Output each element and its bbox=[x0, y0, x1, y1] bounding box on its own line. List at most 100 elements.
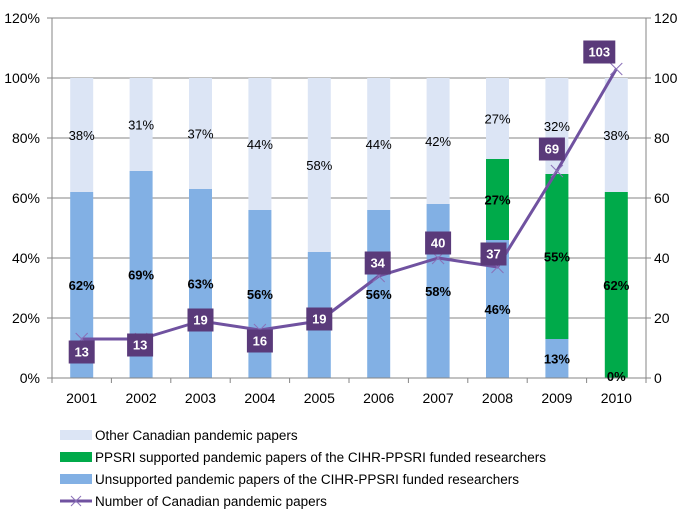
legend-item-ppsri-supported: PPSRI supported pandemic papers of the C… bbox=[60, 446, 546, 468]
bar-segment-label: 62% bbox=[603, 278, 629, 293]
y-tick-label: 100% bbox=[4, 70, 40, 86]
x-tick-label: 2003 bbox=[185, 390, 216, 406]
legend: Other Canadian pandemic papers PPSRI sup… bbox=[60, 424, 546, 512]
bar-segment bbox=[307, 78, 331, 252]
y2-tick-label: 120 bbox=[654, 10, 678, 26]
bar-segment-label: 37% bbox=[187, 127, 213, 142]
legend-swatch-unsupported bbox=[60, 474, 92, 484]
bar-segment-label: 69% bbox=[128, 268, 154, 283]
line-label-box bbox=[127, 333, 154, 357]
bar-segment-label: 62% bbox=[69, 278, 95, 293]
bar-segment bbox=[70, 192, 94, 378]
y2-tick-label: 40 bbox=[654, 250, 670, 266]
x-tick-label: 2007 bbox=[423, 390, 454, 406]
line-path bbox=[81, 68, 618, 341]
bar-segment bbox=[545, 339, 569, 378]
line-label: 40 bbox=[431, 236, 445, 251]
bar-segment bbox=[189, 78, 212, 189]
legend-swatch-other bbox=[60, 430, 92, 440]
bar-segment bbox=[486, 159, 509, 240]
legend-item-number-papers: Number of Canadian pandemic papers bbox=[60, 490, 546, 512]
line-label: 69 bbox=[545, 142, 559, 157]
bar-segment-label: 38% bbox=[603, 128, 629, 143]
line-series bbox=[75, 62, 623, 346]
legend-swatch-line-x-marker-icon bbox=[60, 495, 92, 507]
x-tick-label: 2010 bbox=[601, 390, 632, 406]
bar-segment-label: 42% bbox=[425, 134, 451, 149]
bar-segment bbox=[426, 78, 450, 204]
line-label: 37 bbox=[486, 247, 500, 262]
line-label-box bbox=[583, 40, 616, 64]
bar-segment-label: 56% bbox=[366, 287, 392, 302]
bar-segment bbox=[604, 78, 628, 192]
marker-stroke bbox=[609, 62, 623, 76]
line-label-box bbox=[187, 308, 214, 332]
x-tick-label: 2006 bbox=[363, 390, 394, 406]
legend-label: Other Canadian pandemic papers bbox=[95, 427, 298, 443]
bar-segment bbox=[486, 78, 509, 159]
line-label-box bbox=[364, 251, 391, 275]
y2-tick-label: 100 bbox=[654, 70, 678, 86]
bar-segment bbox=[604, 192, 628, 378]
x-tick-label: 2001 bbox=[66, 390, 97, 406]
x-tick-label: 2002 bbox=[126, 390, 157, 406]
line-label-box bbox=[538, 137, 565, 161]
bar-segment bbox=[367, 78, 391, 210]
y2-tick-label: 60 bbox=[654, 190, 670, 206]
line-marker-x bbox=[609, 62, 623, 76]
bar-segment-label: 58% bbox=[425, 284, 451, 299]
bar-segment bbox=[129, 171, 153, 378]
y2-tick-label: 80 bbox=[654, 130, 670, 146]
line-label: 13 bbox=[133, 338, 147, 353]
y-tick-label: 80% bbox=[12, 130, 40, 146]
legend-label: Unsupported pandemic papers of the CIHR-… bbox=[95, 471, 519, 487]
bar-segment-label: 46% bbox=[484, 302, 510, 317]
bar-segment bbox=[545, 174, 569, 339]
chart: 0% 20% 40% 60% 80% 100% 120% 0 20 40 60 80 100 120 200… bbox=[4, 10, 677, 406]
bar-segment bbox=[70, 78, 94, 192]
axes: 0% 20% 40% 60% 80% 100% 120% 0 20 40 60 80 100 120 200… bbox=[4, 10, 677, 406]
line-label: 19 bbox=[193, 313, 207, 328]
legend-label: Number of Canadian pandemic papers bbox=[95, 493, 327, 509]
line-label-box bbox=[306, 307, 333, 331]
line-label-box bbox=[425, 231, 452, 255]
bar-segment-label: 63% bbox=[187, 277, 213, 292]
bar-segment-label: 44% bbox=[366, 137, 392, 152]
bar-segment-label: 38% bbox=[69, 128, 95, 143]
legend-label: PPSRI supported pandemic papers of the C… bbox=[95, 449, 546, 465]
line-label: 34 bbox=[370, 256, 385, 271]
bar-segment-label: 58% bbox=[306, 158, 332, 173]
legend-item-other: Other Canadian pandemic papers bbox=[60, 424, 546, 446]
bar-segment-label: 44% bbox=[247, 137, 273, 152]
y-tick-label: 0% bbox=[20, 370, 40, 386]
y2-tick-label: 0 bbox=[654, 370, 662, 386]
bar-segment-label: 32% bbox=[544, 119, 570, 134]
bar-segment-label: 0% bbox=[607, 369, 626, 384]
line-marker-x bbox=[550, 164, 564, 178]
line-label: 19 bbox=[312, 312, 326, 327]
legend-swatch-ppsri-supported bbox=[60, 452, 92, 462]
bar-segment-label: 13% bbox=[544, 352, 570, 367]
line-label-box bbox=[246, 329, 273, 353]
y-tick-label: 120% bbox=[4, 10, 40, 26]
x-tick-label: 2008 bbox=[482, 390, 513, 406]
bar-segment-label: 27% bbox=[484, 112, 510, 127]
bar-segment bbox=[129, 78, 153, 171]
line-label-box bbox=[68, 340, 95, 364]
bar-segment-label: 56% bbox=[247, 287, 273, 302]
x-tick-label: 2004 bbox=[244, 390, 275, 406]
line-label: 16 bbox=[253, 334, 267, 349]
data-labels: 62% 38% 69% 31% 63% 37% 56% 44% 42% 58% 56% 44% 58% 4… bbox=[68, 40, 630, 384]
bar-segment-label: 31% bbox=[128, 118, 154, 133]
bar-segment bbox=[248, 78, 272, 210]
line-label: 103 bbox=[588, 45, 610, 60]
line-label: 13 bbox=[74, 345, 88, 360]
y-tick-label: 60% bbox=[12, 190, 40, 206]
marker-stroke bbox=[550, 164, 564, 178]
legend-item-unsupported: Unsupported pandemic papers of the CIHR-… bbox=[60, 468, 546, 490]
x-tick-label: 2009 bbox=[541, 390, 572, 406]
x-tick-label: 2005 bbox=[304, 390, 335, 406]
y-tick-label: 20% bbox=[12, 310, 40, 326]
bar-segment bbox=[486, 240, 509, 378]
line-label-box bbox=[480, 242, 507, 266]
